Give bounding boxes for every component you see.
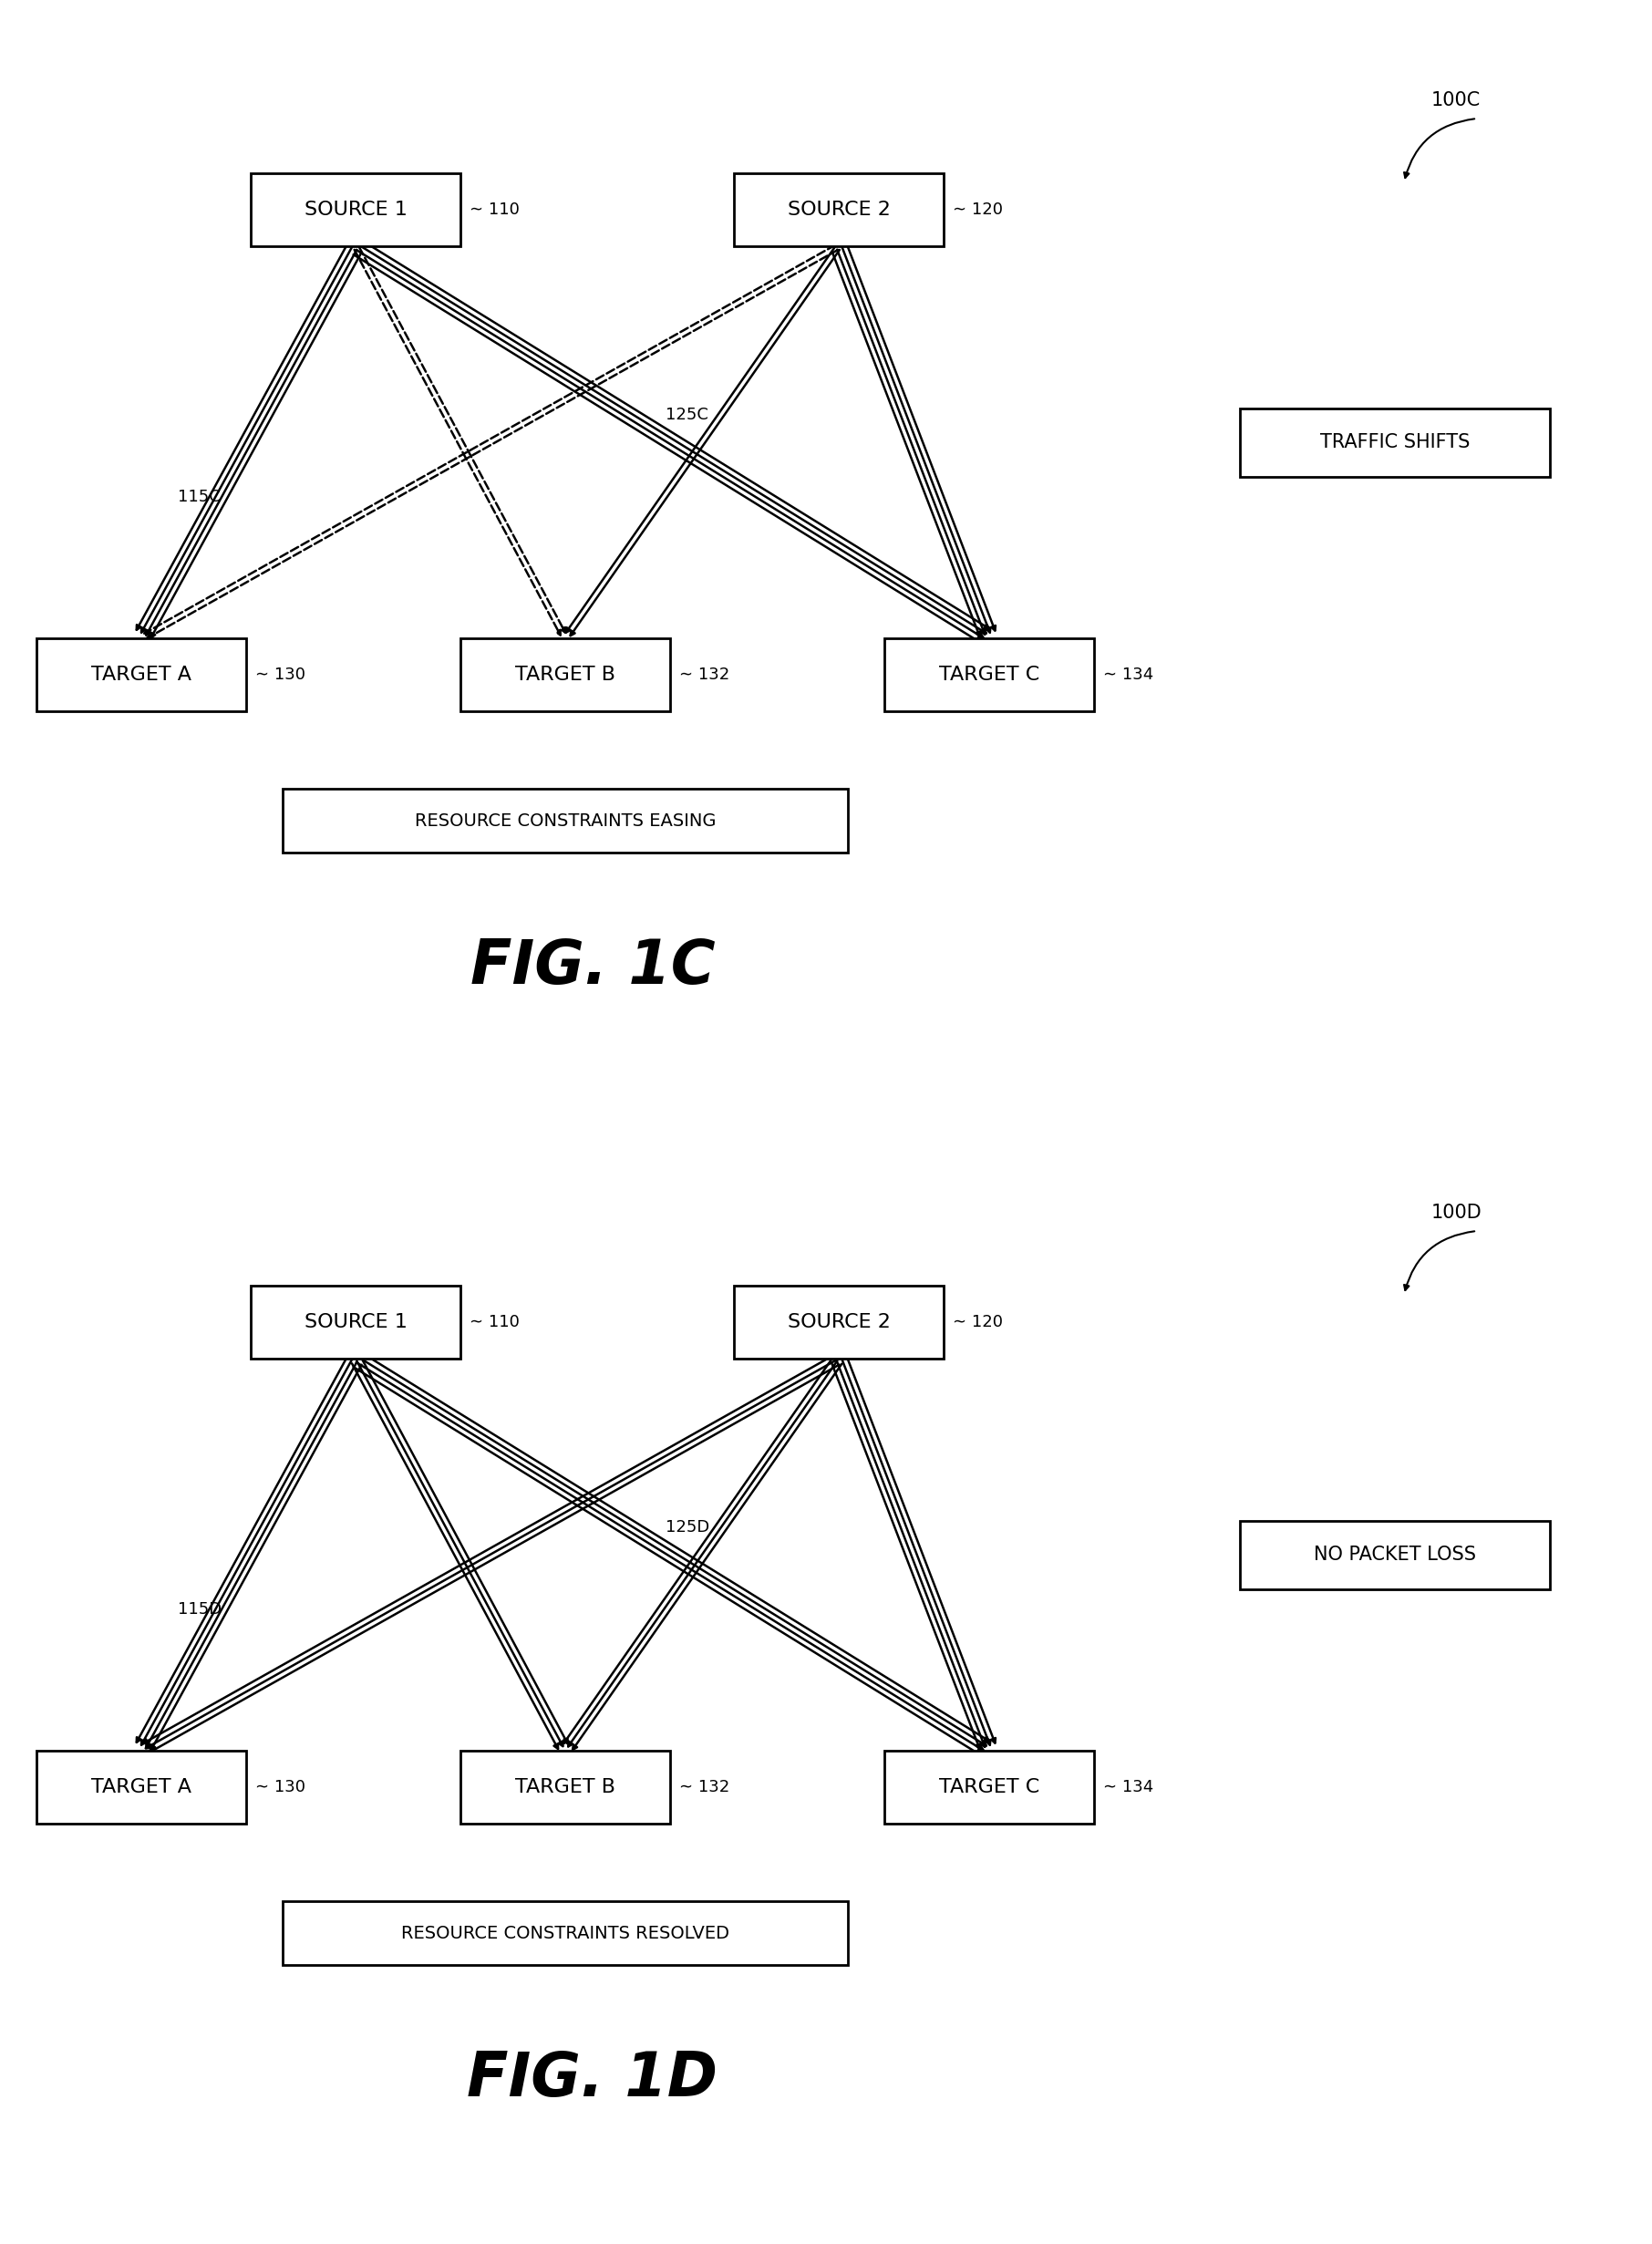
Text: SOURCE 2: SOURCE 2	[788, 200, 890, 220]
Text: ∼ 110: ∼ 110	[469, 202, 520, 218]
Text: TARGET C: TARGET C	[938, 1777, 1039, 1795]
Text: ∼ 120: ∼ 120	[953, 202, 1003, 218]
Text: 115D: 115D	[178, 1602, 221, 1618]
Text: RESOURCE CONSTRAINTS RESOLVED: RESOURCE CONSTRAINTS RESOLVED	[401, 1925, 730, 1941]
Text: TARGET C: TARGET C	[938, 666, 1039, 684]
Text: ∼ 130: ∼ 130	[256, 666, 306, 682]
Text: NO PACKET LOSS: NO PACKET LOSS	[1313, 1546, 1475, 1564]
Text: 115C: 115C	[178, 489, 220, 505]
Text: ∼ 132: ∼ 132	[679, 1779, 730, 1795]
Text: TARGET B: TARGET B	[515, 1777, 616, 1795]
Text: TARGET B: TARGET B	[515, 666, 616, 684]
Bar	[251, 173, 461, 247]
Text: FIG. 1D: FIG. 1D	[468, 2049, 719, 2109]
Bar	[36, 637, 246, 711]
Text: ∼ 110: ∼ 110	[469, 1315, 520, 1331]
Bar	[282, 788, 847, 853]
Bar	[1241, 408, 1550, 476]
Bar	[36, 1750, 246, 1824]
Text: TRAFFIC SHIFTS: TRAFFIC SHIFTS	[1320, 433, 1470, 451]
Bar	[282, 1901, 847, 1966]
Bar	[461, 1750, 671, 1824]
Text: SOURCE 1: SOURCE 1	[304, 1313, 406, 1331]
Bar	[733, 1286, 943, 1358]
Text: TARGET A: TARGET A	[91, 1777, 192, 1795]
Bar	[884, 1750, 1094, 1824]
Text: SOURCE 1: SOURCE 1	[304, 200, 406, 220]
Text: 125C: 125C	[666, 406, 709, 424]
Text: FIG. 1C: FIG. 1C	[471, 936, 715, 996]
Text: RESOURCE CONSTRAINTS EASING: RESOURCE CONSTRAINTS EASING	[415, 812, 715, 830]
Text: ∼ 120: ∼ 120	[953, 1315, 1003, 1331]
Text: 125D: 125D	[666, 1519, 709, 1535]
Bar	[733, 173, 943, 247]
Text: ∼ 132: ∼ 132	[679, 666, 730, 682]
Bar	[251, 1286, 461, 1358]
Text: TARGET A: TARGET A	[91, 666, 192, 684]
Text: 100C: 100C	[1431, 92, 1480, 110]
Bar	[1241, 1521, 1550, 1589]
Bar	[461, 637, 671, 711]
Text: SOURCE 2: SOURCE 2	[788, 1313, 890, 1331]
Bar	[884, 637, 1094, 711]
Text: ∼ 134: ∼ 134	[1104, 1779, 1153, 1795]
Text: ∼ 130: ∼ 130	[256, 1779, 306, 1795]
Text: 100D: 100D	[1431, 1203, 1482, 1221]
Text: ∼ 134: ∼ 134	[1104, 666, 1153, 682]
